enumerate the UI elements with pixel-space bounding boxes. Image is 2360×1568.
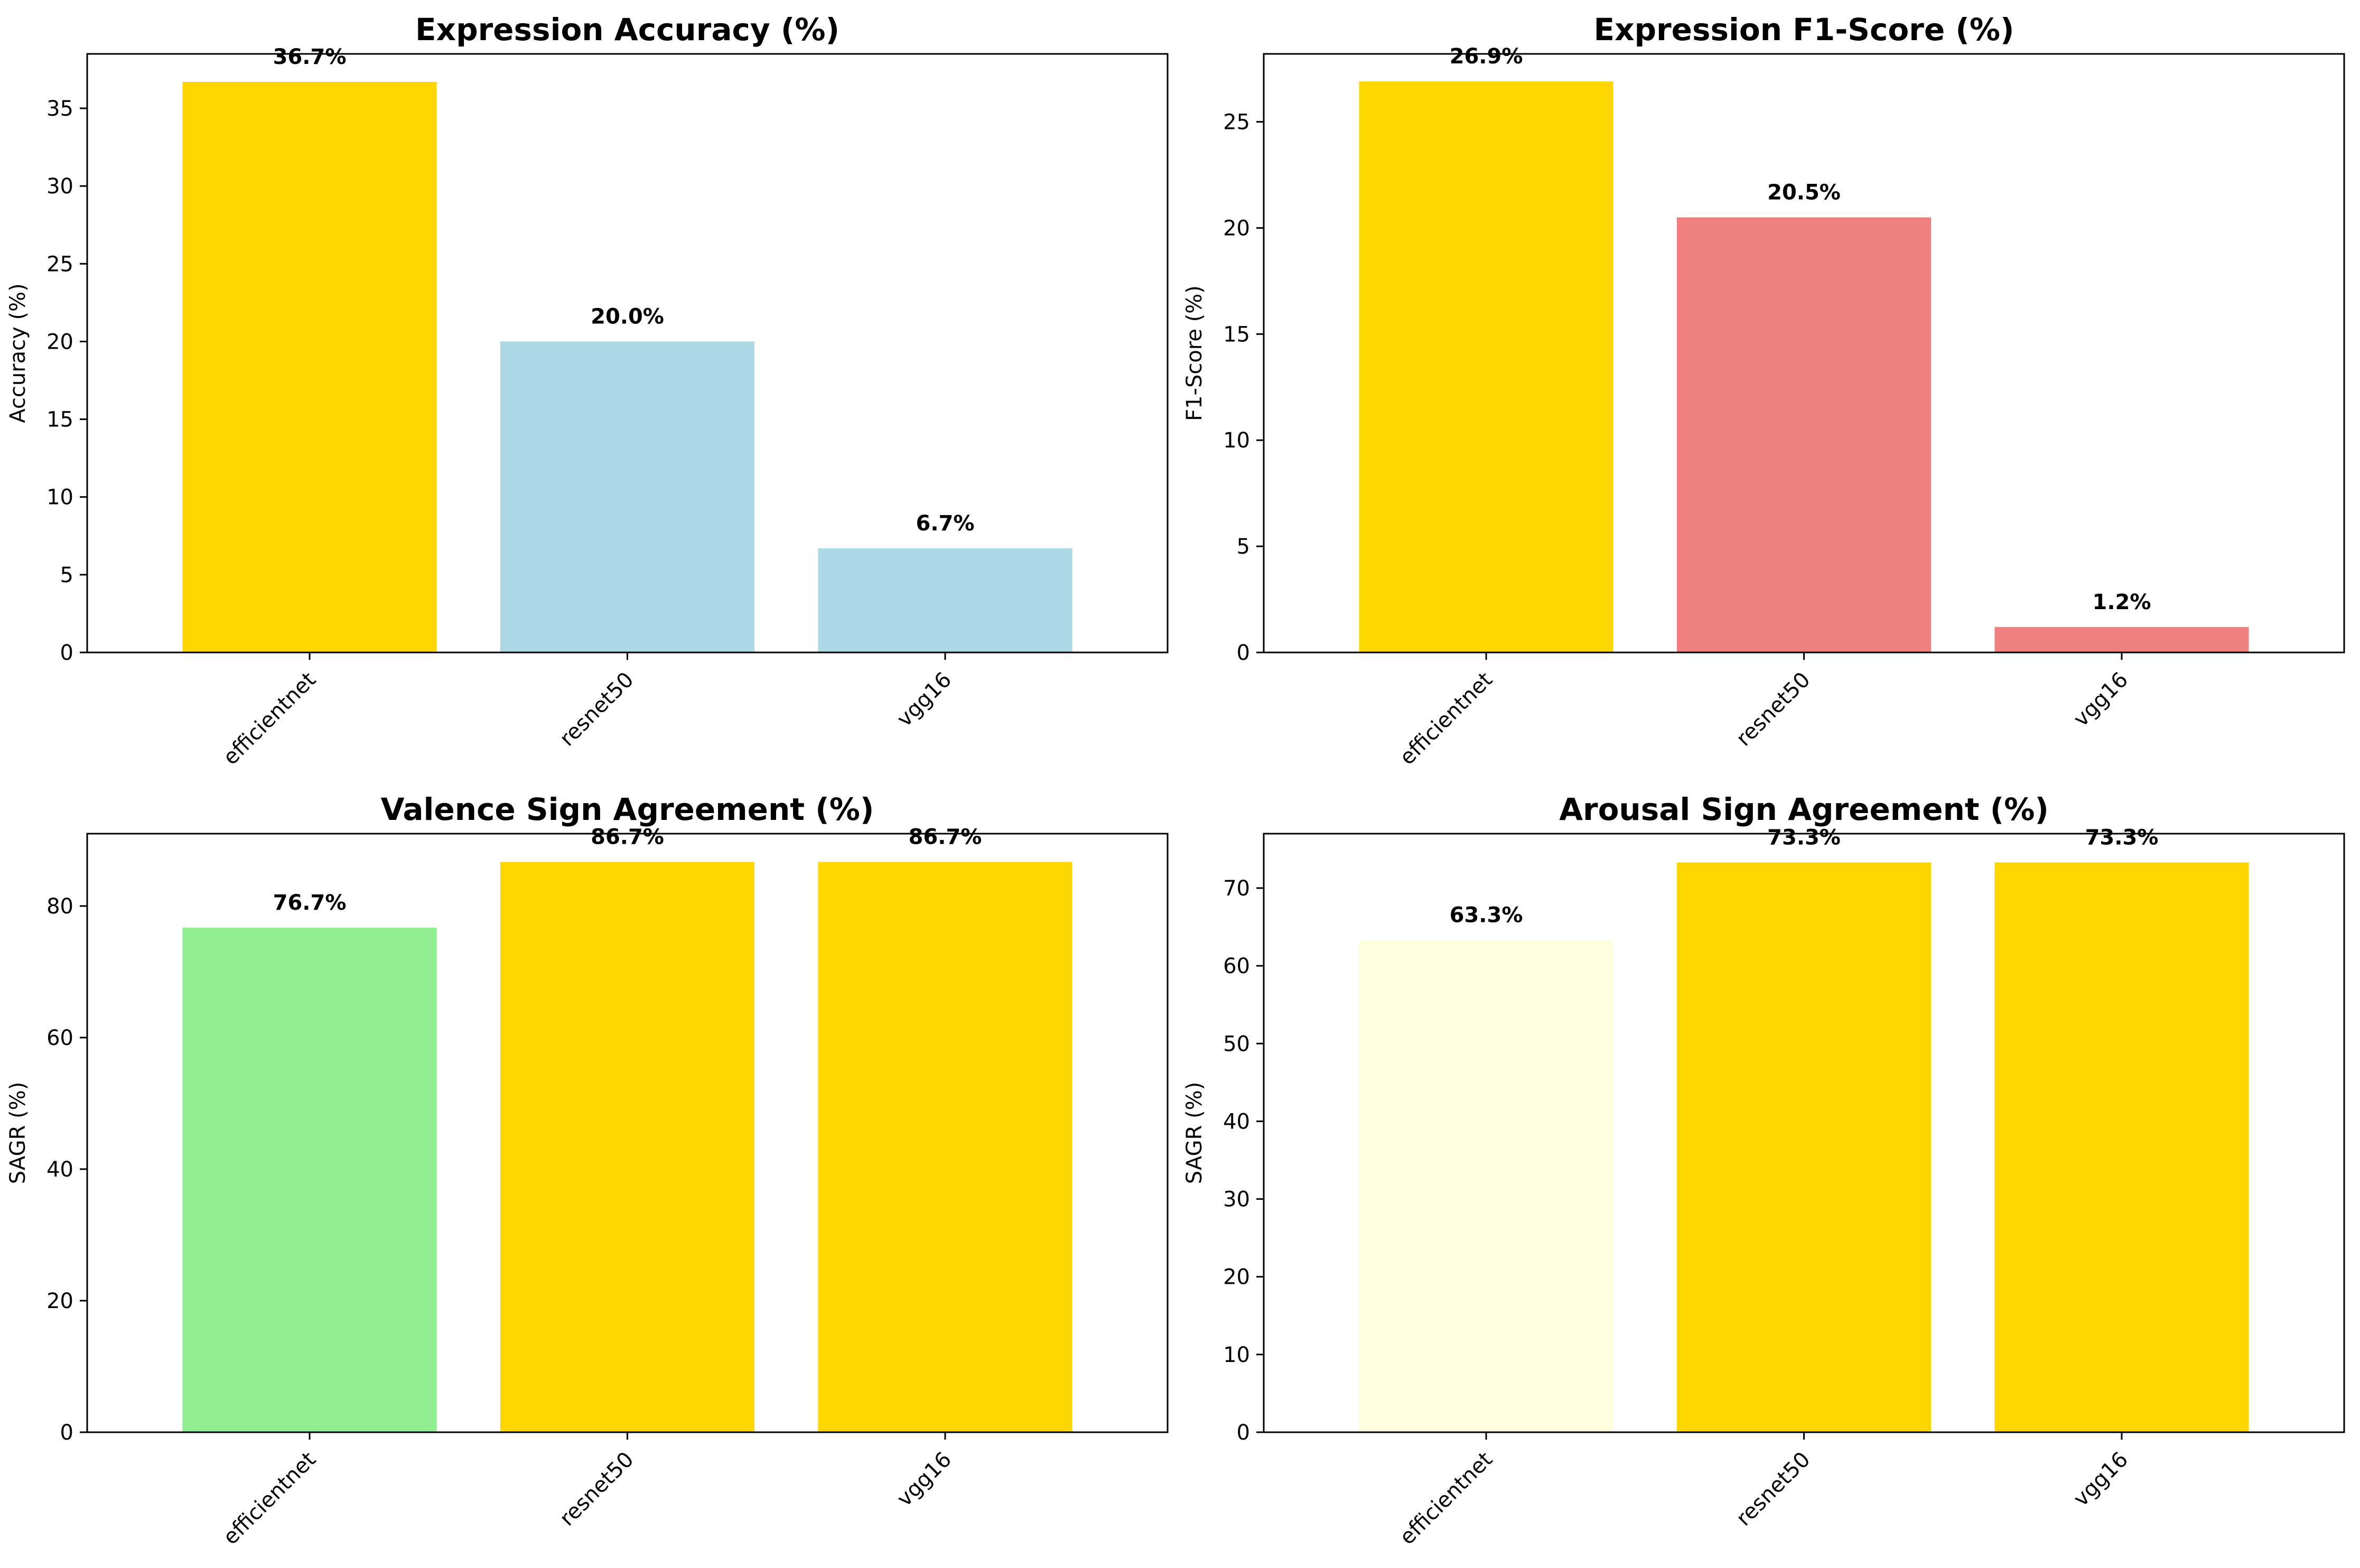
y-tick-label: 35: [46, 97, 73, 121]
x-tick-label-resnet50: resnet50: [1731, 1448, 1815, 1531]
chart-title: Expression Accuracy (%): [415, 12, 839, 48]
data-label-efficientnet: 26.9%: [1450, 44, 1523, 69]
chart-title: Valence Sign Agreement (%): [381, 791, 874, 827]
y-tick-label: 50: [1223, 1032, 1250, 1056]
y-tick-label: 60: [46, 1026, 73, 1050]
y-axis-label: SAGR (%): [6, 1082, 30, 1184]
chart-panel-4: 63.3% 73.3% 73.3% 0 10 20 30 40 50 60 70 efficientn…: [1182, 791, 2345, 1550]
y-tick-label: 70: [1223, 876, 1250, 901]
y-tick-label: 60: [1223, 954, 1250, 978]
bar-vgg16: [818, 548, 1072, 652]
bar-vgg16: [1994, 627, 2249, 652]
y-tick-label: 20: [46, 330, 73, 354]
bar-resnet50: [500, 862, 755, 1432]
y-axis-label: F1-Score (%): [1182, 285, 1207, 421]
bar-efficientnet: [182, 928, 437, 1432]
bar-resnet50: [1676, 862, 1932, 1432]
chart-title: Expression F1-Score (%): [1593, 12, 2014, 48]
chart-panel-1: 36.7% 20.0% 6.7% 0 5 10 15 20 25 30 35 efficientnet…: [6, 12, 1169, 770]
y-tick-label: 0: [60, 641, 73, 665]
y-tick-label: 15: [46, 408, 73, 432]
bar-vgg16: [818, 862, 1072, 1432]
x-tick-label-efficientnet: efficientnet: [219, 668, 321, 770]
y-tick-label: 20: [1223, 1265, 1250, 1290]
x-tick-label-resnet50: resnet50: [555, 1448, 638, 1531]
data-label-resnet50: 20.5%: [1767, 180, 1841, 204]
bar-resnet50: [500, 341, 755, 652]
x-tick-label-resnet50: resnet50: [555, 668, 638, 751]
bar-efficientnet: [1359, 81, 1613, 653]
data-label-vgg16: 1.2%: [2093, 590, 2151, 614]
x-tick-label-efficientnet: efficientnet: [1395, 1448, 1498, 1550]
y-tick-label: 0: [1237, 641, 1250, 665]
y-tick-label: 0: [60, 1421, 73, 1445]
y-tick-label: 80: [46, 894, 73, 919]
data-label-resnet50: 86.7%: [591, 825, 664, 850]
bar-resnet50: [1676, 217, 1932, 652]
y-tick-label: 25: [1223, 110, 1250, 135]
chart-title: Arousal Sign Agreement (%): [1559, 791, 2049, 827]
bar-vgg16: [1994, 862, 2249, 1432]
y-tick-label: 40: [1223, 1109, 1250, 1134]
x-tick-label-efficientnet: efficientnet: [1395, 668, 1498, 770]
y-tick-label: 20: [1223, 216, 1250, 240]
data-label-efficientnet: 36.7%: [273, 45, 347, 69]
data-label-vgg16: 6.7%: [916, 511, 975, 536]
y-axis-label: Accuracy (%): [6, 283, 30, 423]
chart-panel-2: 26.9% 20.5% 1.2% 0 5 10 15 20 25 efficientnet resn…: [1182, 12, 2345, 770]
bar-efficientnet: [1359, 940, 1613, 1432]
x-tick-label-vgg16: vgg16: [2069, 668, 2133, 732]
y-tick-label: 5: [60, 563, 73, 587]
bar-efficientnet: [182, 81, 437, 652]
x-tick-label-efficientnet: efficientnet: [219, 1448, 321, 1550]
data-label-vgg16: 73.3%: [2085, 825, 2159, 850]
y-tick-label: 25: [46, 252, 73, 276]
y-tick-label: 5: [1237, 535, 1250, 559]
data-label-resnet50: 20.0%: [591, 304, 664, 329]
y-tick-label: 10: [46, 486, 73, 510]
y-tick-label: 20: [46, 1289, 73, 1313]
y-tick-label: 0: [1237, 1421, 1250, 1445]
y-tick-label: 30: [46, 174, 73, 199]
x-tick-label-vgg16: vgg16: [2069, 1448, 2133, 1511]
data-label-efficientnet: 76.7%: [273, 891, 347, 915]
y-axis-label: SAGR (%): [1182, 1082, 1207, 1184]
y-tick-label: 40: [46, 1158, 73, 1182]
y-tick-label: 30: [1223, 1188, 1250, 1212]
x-tick-label-vgg16: vgg16: [892, 668, 956, 732]
chart-panel-3: 76.7% 86.7% 86.7% 0 20 40 60 80 efficientnet resn…: [6, 791, 1169, 1550]
x-tick-label-resnet50: resnet50: [1731, 668, 1815, 751]
data-label-vgg16: 86.7%: [909, 825, 982, 850]
y-tick-label: 15: [1223, 322, 1250, 347]
data-label-efficientnet: 63.3%: [1450, 903, 1523, 928]
y-tick-label: 10: [1223, 428, 1250, 453]
y-tick-label: 10: [1223, 1343, 1250, 1367]
x-tick-label-vgg16: vgg16: [892, 1448, 956, 1511]
data-label-resnet50: 73.3%: [1767, 825, 1841, 850]
